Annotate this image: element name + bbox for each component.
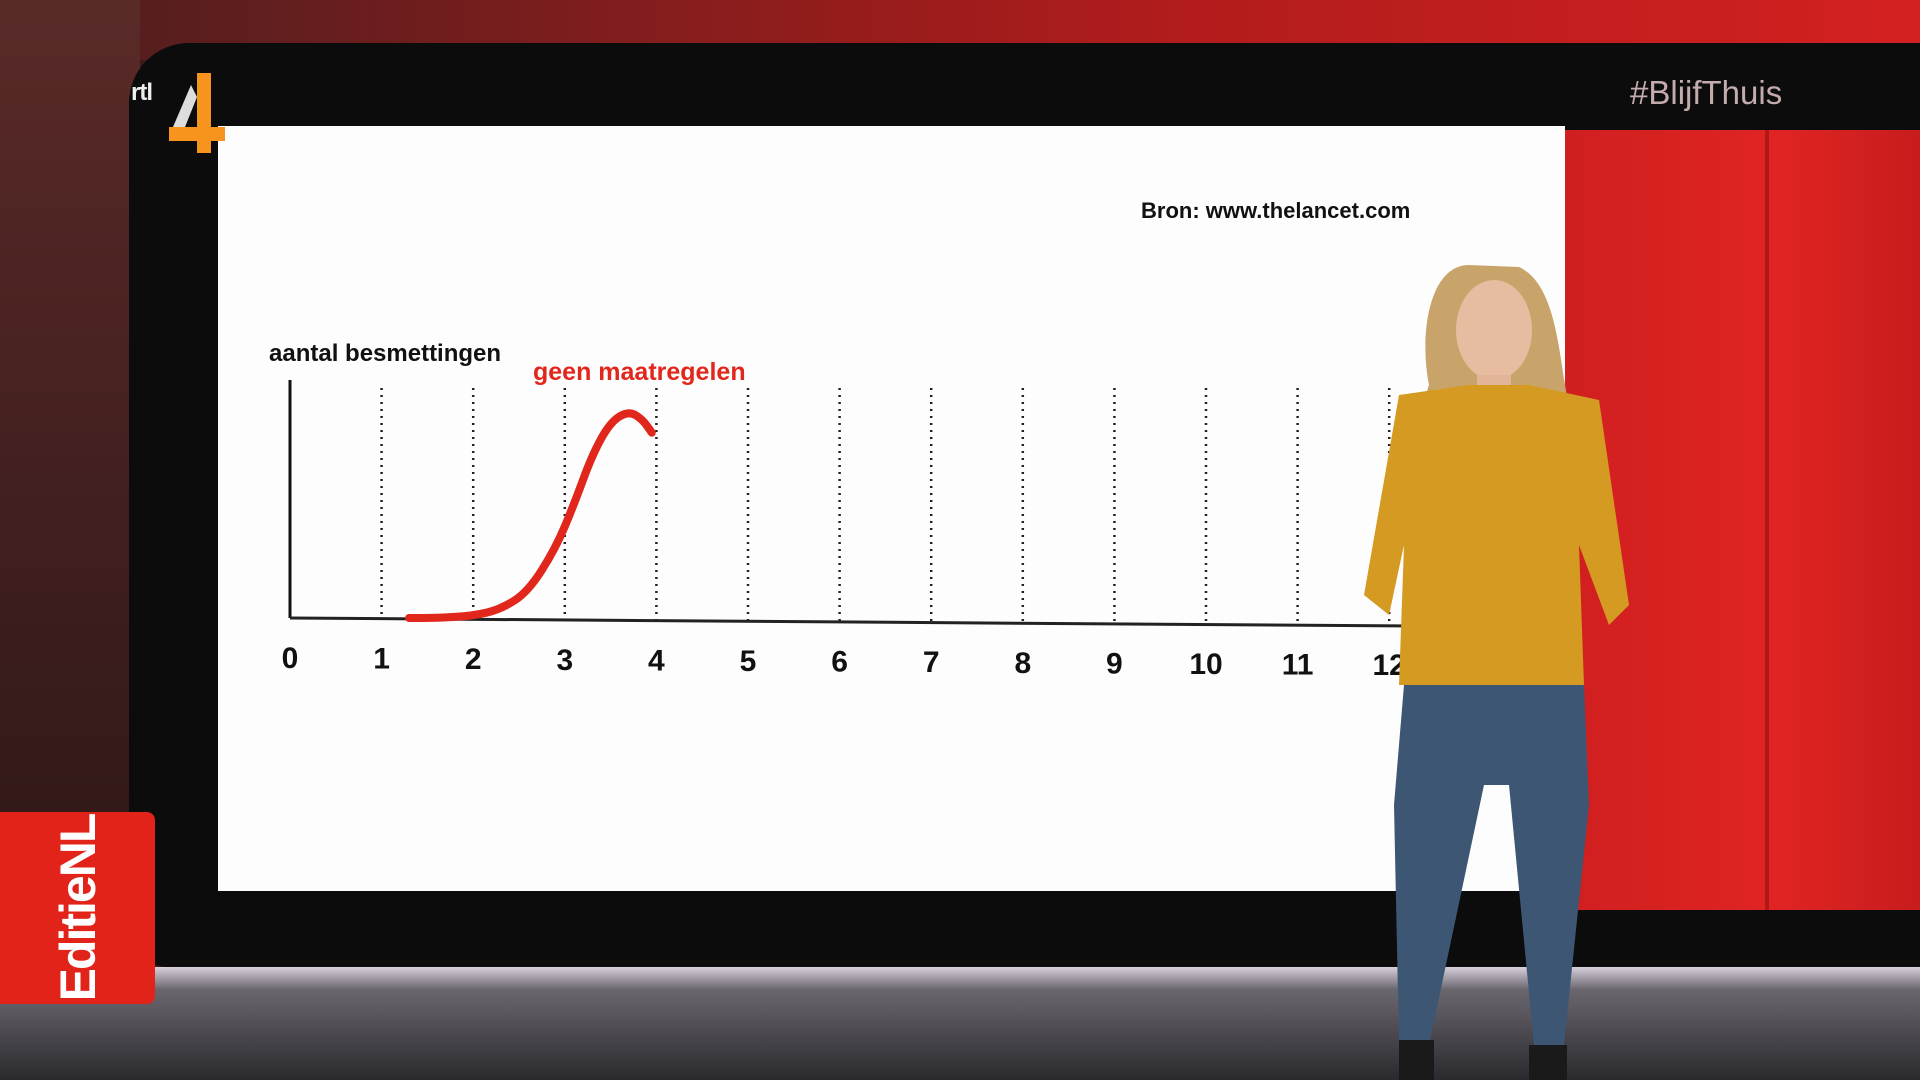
x-tick-label: 10 bbox=[1189, 648, 1222, 681]
rtl-logo-text: rtl bbox=[131, 79, 153, 106]
x-tick-label: 7 bbox=[923, 646, 940, 679]
series-line bbox=[405, 409, 656, 622]
red-wall-panel bbox=[1565, 130, 1920, 910]
chart-screen bbox=[218, 126, 1565, 891]
rtl4-logo: rtl bbox=[129, 67, 229, 157]
x-tick-label: 9 bbox=[1106, 647, 1123, 680]
x-tick-label: 0 bbox=[282, 642, 299, 675]
hashtag: #BlijfThuis bbox=[1630, 74, 1783, 111]
x-tick-label: 8 bbox=[1014, 647, 1031, 680]
x-tick-label: 5 bbox=[740, 645, 757, 678]
presenter bbox=[1364, 265, 1629, 1080]
x-tick-label: 3 bbox=[556, 644, 573, 677]
x-tick-label: 2 bbox=[465, 643, 482, 676]
x-tick-label: 4 bbox=[648, 644, 665, 677]
x-tick-label: 6 bbox=[831, 646, 848, 679]
studio-floor bbox=[0, 967, 1920, 1080]
x-tick-label: 11 bbox=[1282, 649, 1314, 682]
y-axis-label: aantal besmettingen bbox=[269, 340, 502, 367]
chart-source: Bron: www.thelancet.com bbox=[1141, 198, 1411, 223]
x-tick-label: 1 bbox=[373, 643, 390, 676]
series-label: geen maatregelen bbox=[533, 358, 746, 386]
editienl-badge: EditieNL bbox=[0, 812, 155, 1004]
x-axis bbox=[289, 616, 1408, 628]
